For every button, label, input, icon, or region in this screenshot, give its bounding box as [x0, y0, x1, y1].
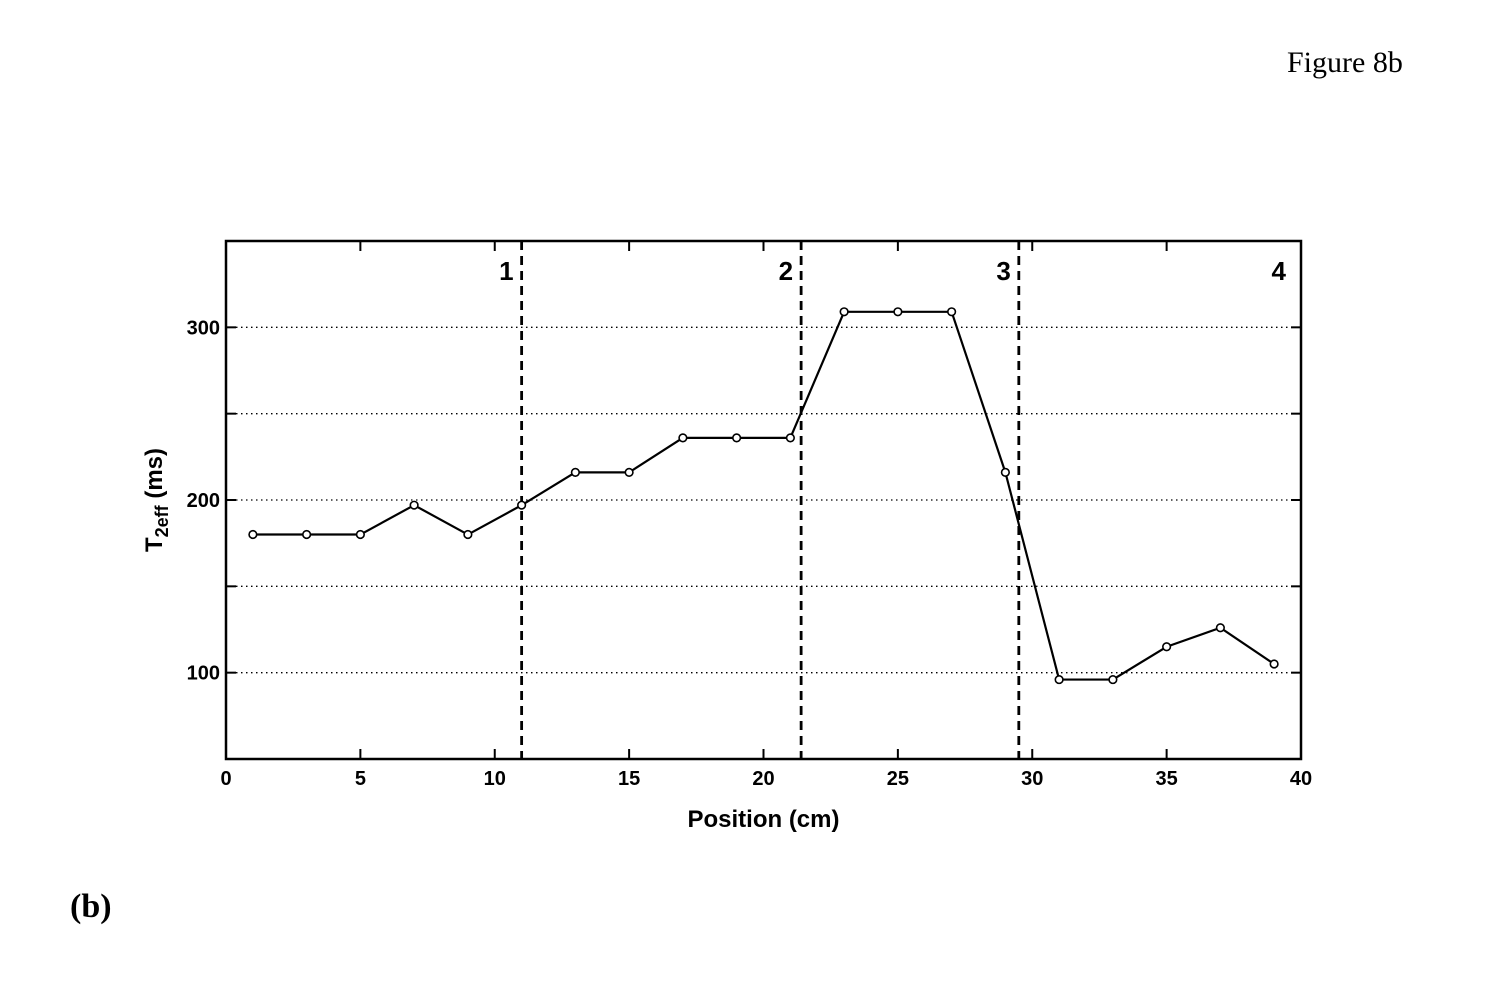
data-point — [1054, 674, 1064, 685]
y-axis-title-main: T — [141, 537, 168, 552]
data-point — [248, 529, 258, 540]
x-tick-label: 40 — [1290, 768, 1312, 790]
data-point — [302, 529, 312, 540]
data-point — [893, 307, 903, 317]
series-line — [252, 310, 1275, 681]
data-point — [1269, 659, 1279, 669]
x-tick-label: 15 — [618, 768, 640, 790]
data-point — [678, 433, 688, 443]
data-series — [248, 307, 1279, 685]
y-axis-title-unit: (ms) — [141, 448, 168, 505]
data-point — [1215, 623, 1225, 633]
region-label: 2 — [779, 256, 793, 286]
data-point — [732, 433, 742, 443]
data-point — [624, 467, 634, 477]
region-label: 1 — [499, 256, 513, 286]
y-tick-label: 100 — [187, 663, 220, 685]
y-axis-title: T2eff (ms) — [141, 448, 172, 552]
y-tick-label: 300 — [187, 317, 220, 339]
x-axis-title: Position (cm) — [687, 806, 839, 833]
data-point — [570, 467, 580, 477]
grid-lines — [226, 326, 1301, 674]
data-point — [839, 307, 849, 317]
panel-label: (b) — [70, 888, 112, 925]
y-axis-title-sub: 2eff — [152, 504, 172, 537]
x-tick-label: 5 — [355, 768, 366, 790]
data-point — [463, 529, 473, 540]
data-point — [409, 500, 419, 510]
region-label: 4 — [1272, 256, 1287, 286]
x-tick-label: 35 — [1156, 768, 1178, 790]
x-tick-label: 0 — [220, 768, 231, 790]
region-label: 3 — [996, 256, 1010, 286]
x-tick-label: 25 — [887, 768, 909, 790]
data-point — [1000, 467, 1010, 477]
figure-label: Figure 8b — [1287, 46, 1403, 79]
axis-ticks — [225, 241, 1302, 759]
data-point — [517, 500, 527, 510]
data-point — [785, 433, 795, 443]
y-tick-label: 200 — [187, 490, 220, 512]
x-tick-label: 30 — [1021, 768, 1043, 790]
data-point — [947, 307, 957, 317]
data-point — [1162, 642, 1172, 652]
tick-labels: 0 5 10 15 20 25 30 35 40 100 200 300 — [187, 317, 1313, 790]
x-tick-label: 10 — [484, 768, 506, 790]
x-tick-label: 20 — [752, 768, 774, 790]
region-boundaries: 1 2 3 4 — [499, 241, 1287, 759]
data-point — [1108, 674, 1118, 685]
data-point — [355, 529, 365, 540]
